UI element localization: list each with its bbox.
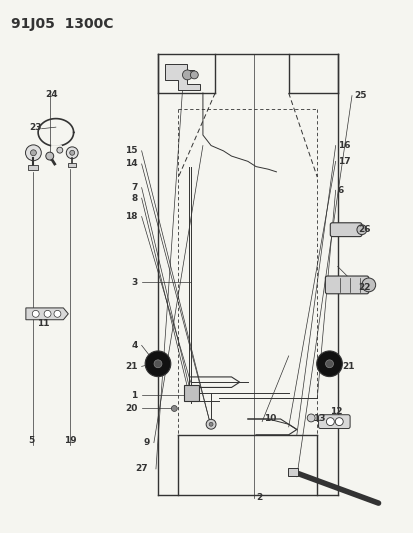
Text: 11: 11	[37, 319, 50, 328]
Text: 14: 14	[125, 159, 137, 168]
Circle shape	[306, 414, 314, 422]
Text: 3: 3	[131, 278, 137, 287]
Circle shape	[316, 351, 342, 377]
Text: 10: 10	[263, 415, 276, 424]
Circle shape	[32, 310, 39, 317]
Text: 16: 16	[337, 141, 349, 150]
Circle shape	[54, 310, 61, 317]
Circle shape	[145, 351, 171, 377]
Bar	[183, 385, 198, 401]
Text: 19: 19	[64, 437, 76, 445]
Polygon shape	[164, 64, 200, 90]
Text: 21: 21	[125, 362, 137, 371]
Circle shape	[325, 418, 334, 425]
Circle shape	[69, 150, 74, 155]
Circle shape	[325, 360, 333, 368]
Text: 4: 4	[131, 341, 137, 350]
Circle shape	[209, 422, 213, 426]
Circle shape	[356, 225, 366, 235]
Circle shape	[31, 150, 36, 156]
Text: 15: 15	[125, 147, 137, 155]
Circle shape	[26, 145, 41, 160]
Circle shape	[171, 406, 177, 411]
Circle shape	[335, 418, 342, 425]
Text: 20: 20	[125, 404, 137, 413]
Text: 21: 21	[341, 362, 354, 371]
Text: 13: 13	[313, 415, 325, 424]
Circle shape	[154, 360, 161, 368]
Text: 23: 23	[29, 123, 41, 132]
Circle shape	[182, 70, 192, 80]
Circle shape	[46, 152, 54, 160]
Text: 27: 27	[135, 464, 147, 473]
Text: 17: 17	[337, 157, 349, 166]
Bar	[68, 163, 76, 167]
Bar	[287, 467, 297, 475]
Circle shape	[57, 147, 63, 153]
FancyBboxPatch shape	[330, 223, 361, 237]
Text: 7: 7	[131, 183, 137, 192]
Text: 12: 12	[329, 407, 341, 416]
Circle shape	[361, 278, 375, 292]
FancyBboxPatch shape	[318, 415, 349, 429]
Text: 8: 8	[131, 193, 137, 203]
Text: 24: 24	[45, 90, 58, 99]
Text: 2: 2	[255, 494, 261, 503]
Text: 18: 18	[125, 212, 137, 221]
Text: 6: 6	[337, 186, 343, 195]
Polygon shape	[26, 308, 68, 320]
Circle shape	[66, 147, 78, 159]
Circle shape	[44, 310, 51, 317]
Text: 5: 5	[28, 437, 34, 445]
Text: 9: 9	[143, 438, 150, 447]
Bar	[28, 165, 38, 169]
Text: 25: 25	[353, 91, 366, 100]
Text: 26: 26	[357, 225, 370, 234]
Text: 1: 1	[131, 391, 137, 400]
Circle shape	[190, 71, 198, 79]
Text: 91J05  1300C: 91J05 1300C	[11, 17, 113, 31]
FancyBboxPatch shape	[325, 276, 368, 294]
Text: 22: 22	[357, 283, 370, 292]
Circle shape	[206, 419, 216, 429]
